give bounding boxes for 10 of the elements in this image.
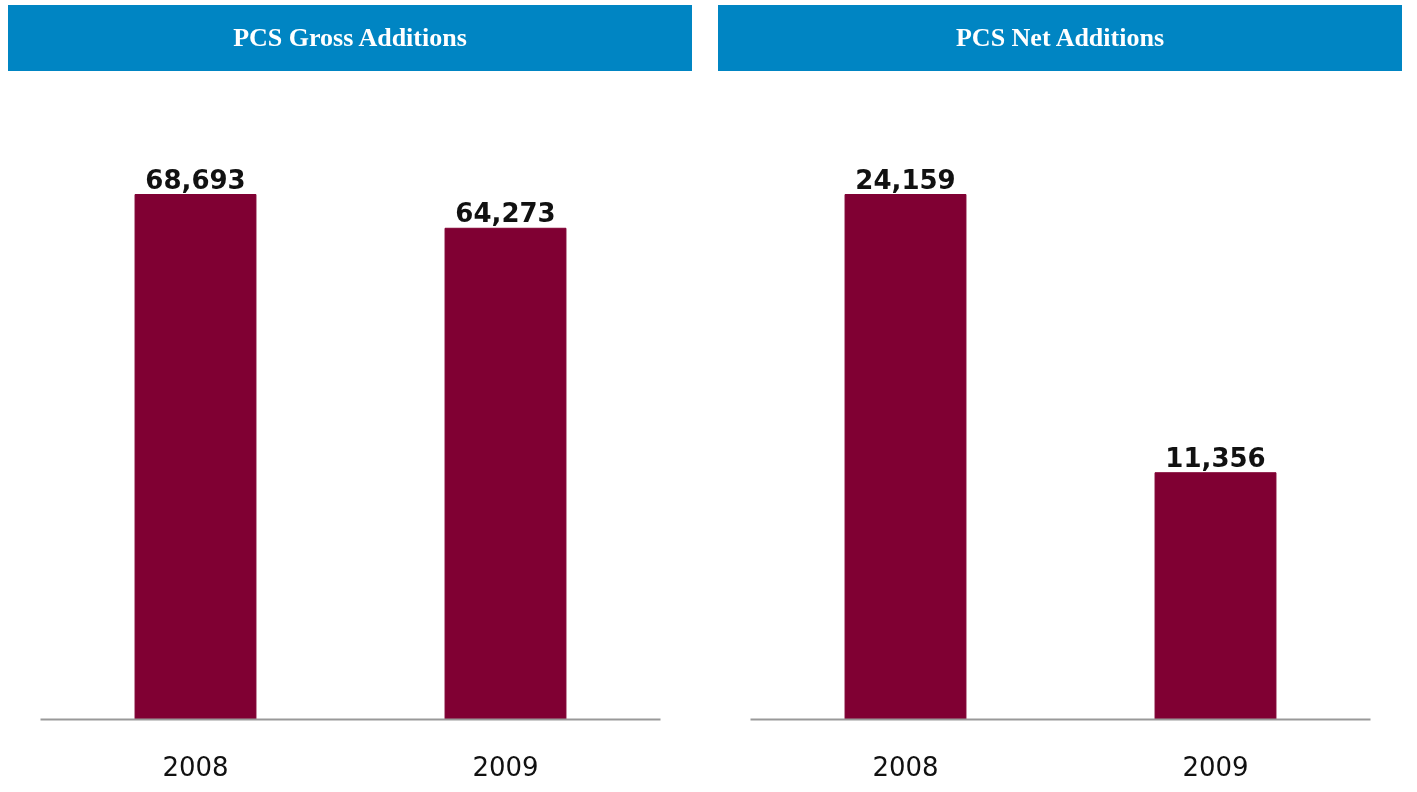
x-tick-label: 2009 <box>472 751 539 782</box>
x-tick-label: 2008 <box>162 751 229 782</box>
data-label: 11,356 <box>1165 442 1266 473</box>
x-tick-label: 2008 <box>872 751 939 782</box>
chart-title: PCS Net Additions <box>955 22 1165 54</box>
data-label: 68,693 <box>145 164 246 195</box>
data-label: 24,159 <box>855 164 956 195</box>
chart-title: PCS Gross Additions <box>233 22 467 54</box>
x-tick-label: 2009 <box>1182 751 1249 782</box>
data-label: 64,273 <box>455 198 556 229</box>
